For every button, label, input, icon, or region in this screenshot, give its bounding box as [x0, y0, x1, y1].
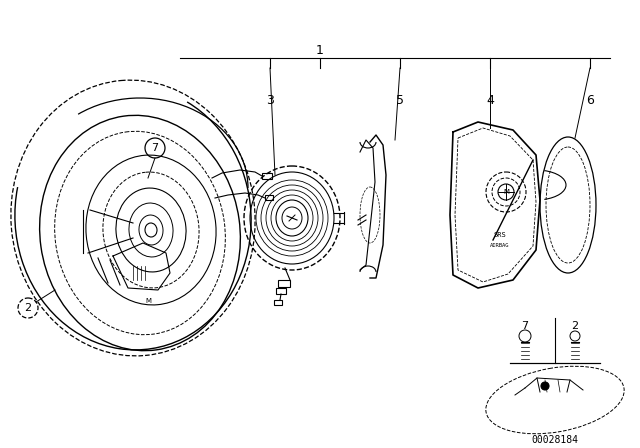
Text: 3: 3	[266, 94, 274, 107]
Bar	[262, 173, 272, 179]
Text: AIRBAG: AIRBAG	[490, 242, 509, 247]
Bar	[265, 195, 273, 200]
Text: 1: 1	[316, 43, 324, 56]
Text: 7: 7	[152, 143, 159, 153]
Text: SRS: SRS	[493, 232, 506, 238]
Text: 4: 4	[486, 94, 494, 107]
Circle shape	[541, 382, 549, 390]
Text: M: M	[145, 298, 151, 304]
Bar	[276, 288, 286, 294]
Text: 2: 2	[572, 321, 579, 331]
Text: 5: 5	[396, 94, 404, 107]
Text: 00028184: 00028184	[531, 435, 579, 445]
Text: M: M	[503, 189, 509, 195]
Text: 2: 2	[24, 303, 31, 313]
Text: 7: 7	[522, 321, 529, 331]
Bar	[274, 300, 282, 305]
Text: 6: 6	[586, 94, 594, 107]
Bar	[278, 280, 290, 287]
